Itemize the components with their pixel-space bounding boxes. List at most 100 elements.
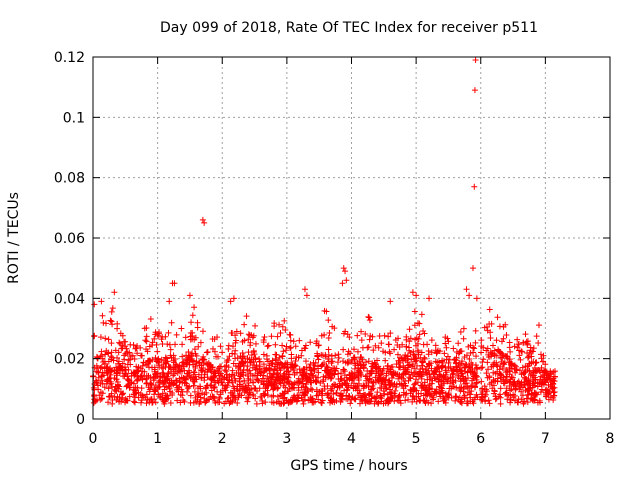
- data-point: [307, 396, 314, 403]
- data-point: [217, 343, 224, 350]
- data-point: [151, 335, 158, 342]
- data-point: [365, 344, 372, 351]
- data-point: [203, 382, 210, 389]
- data-point: [184, 361, 191, 368]
- data-point: [369, 333, 376, 340]
- data-point: [280, 348, 287, 355]
- data-point: [130, 342, 137, 348]
- data-point: [111, 374, 118, 381]
- outlier-point: [301, 286, 308, 293]
- data-point: [428, 392, 435, 399]
- data-point: [134, 384, 141, 391]
- data-point: [309, 386, 316, 393]
- data-point: [223, 368, 230, 375]
- data-point: [253, 400, 260, 407]
- data-point: [349, 370, 356, 377]
- data-point: [490, 369, 497, 376]
- data-point: [348, 375, 355, 382]
- data-point: [195, 390, 202, 397]
- data-point: [447, 375, 454, 382]
- data-point: [147, 315, 154, 322]
- data-point: [201, 377, 208, 384]
- data-point: [190, 382, 197, 389]
- data-point: [290, 338, 297, 345]
- outlier-point: [111, 289, 118, 296]
- data-point: [345, 359, 352, 366]
- data-point: [393, 361, 400, 368]
- data-point: [193, 360, 200, 367]
- data-point: [152, 399, 159, 406]
- data-point: [545, 382, 552, 389]
- data-point: [479, 364, 486, 371]
- data-point: [417, 397, 424, 404]
- data-point: [421, 379, 428, 386]
- data-point: [503, 331, 510, 338]
- outlier-point: [303, 292, 310, 299]
- data-point: [170, 372, 177, 379]
- data-point: [252, 395, 259, 402]
- data-point: [385, 341, 392, 348]
- y-tick-label: 0.02: [54, 352, 85, 368]
- data-point: [354, 348, 361, 355]
- data-point: [511, 343, 518, 350]
- data-point: [519, 348, 526, 355]
- data-point: [435, 347, 442, 354]
- data-point: [300, 400, 307, 407]
- data-point: [109, 321, 116, 328]
- data-point: [293, 379, 300, 386]
- data-point: [210, 393, 217, 400]
- outlier-point: [472, 57, 479, 64]
- data-point: [507, 348, 514, 355]
- y-tick-label: 0.06: [54, 231, 85, 247]
- data-point: [468, 368, 475, 375]
- data-point: [110, 357, 117, 364]
- data-point: [170, 359, 177, 366]
- data-point: [244, 398, 251, 405]
- outlier-point: [343, 277, 350, 284]
- data-point: [139, 392, 146, 399]
- data-point: [230, 360, 237, 367]
- data-point: [324, 390, 331, 397]
- data-point: [506, 356, 513, 363]
- data-point: [402, 397, 409, 404]
- data-point: [271, 320, 278, 327]
- data-point: [180, 363, 187, 370]
- data-point: [116, 339, 123, 346]
- outlier-point: [463, 286, 470, 293]
- data-point: [470, 400, 477, 407]
- data-point: [172, 356, 179, 363]
- data-point: [397, 397, 404, 404]
- x-tick-label: 0: [89, 431, 98, 447]
- data-point: [260, 337, 267, 344]
- data-point: [404, 355, 411, 362]
- y-tick-label: 0.1: [63, 110, 85, 126]
- data-point: [273, 399, 280, 406]
- data-point: [525, 362, 532, 369]
- data-point: [270, 381, 277, 388]
- data-point: [358, 372, 365, 379]
- data-point: [493, 337, 500, 344]
- data-point: [325, 352, 332, 359]
- outlier-point: [387, 298, 394, 305]
- data-point: [409, 392, 416, 399]
- data-point: [540, 381, 547, 388]
- data-point: [504, 353, 511, 360]
- data-point: [375, 377, 382, 384]
- data-point: [119, 345, 126, 352]
- data-point: [274, 369, 281, 376]
- data-point: [152, 387, 159, 394]
- data-point: [474, 379, 481, 386]
- data-point: [325, 394, 332, 401]
- data-point: [351, 346, 358, 353]
- data-point: [527, 370, 534, 377]
- data-point: [257, 393, 264, 400]
- data-point: [252, 356, 259, 363]
- data-point: [328, 353, 335, 360]
- data-point: [396, 392, 403, 399]
- data-point: [394, 351, 401, 358]
- outlier-point: [98, 298, 105, 305]
- data-point: [226, 353, 233, 360]
- data-point: [530, 358, 537, 365]
- data-point: [265, 342, 272, 349]
- data-point: [143, 333, 150, 340]
